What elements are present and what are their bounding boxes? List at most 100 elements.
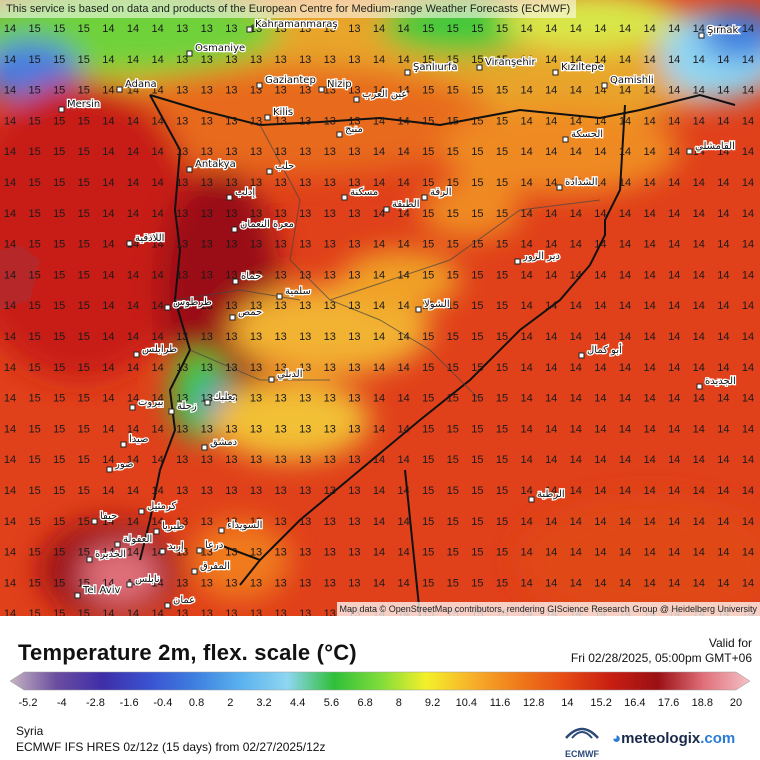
grid-value: 14 [151,393,163,405]
grid-value: 15 [471,269,483,281]
grid-value: 15 [496,485,508,497]
grid-value: 13 [225,23,237,35]
scale-tick: 10.4 [455,697,477,709]
grid-value: 14 [102,177,114,189]
grid-value: 13 [201,300,213,312]
grid-value: 15 [447,54,459,66]
grid-value: 15 [28,331,40,343]
grid-value: 14 [717,85,729,97]
grid-value: 14 [693,454,705,466]
grid-value: 14 [717,177,729,189]
grid-value: 15 [53,577,65,589]
ecmwf-disclaimer: This service is based on data and produc… [0,0,577,18]
city-label: القامشلي [695,141,735,152]
grid-value: 14 [102,454,114,466]
city-label: اللاذقية [135,233,164,244]
grid-value: 13 [225,423,237,435]
color-scale-bar [9,671,751,691]
grid-value: 14 [151,454,163,466]
grid-value: 13 [299,516,311,528]
scale-tick: -0.4 [153,697,173,709]
grid-value: 14 [4,516,16,528]
grid-value: 14 [668,54,680,66]
grid-value: 13 [324,208,336,220]
grid-value: 13 [274,23,286,35]
scale-tick: 18.8 [691,697,713,709]
grid-value: 13 [299,177,311,189]
grid-value: 15 [471,300,483,312]
grid-value: 14 [102,423,114,435]
city-marker [116,86,123,93]
grid-value: 15 [496,577,508,589]
grid-value: 13 [274,146,286,158]
grid-value: 13 [348,208,360,220]
grid-value: 13 [348,547,360,559]
grid-value: 13 [299,239,311,251]
grid-value: 15 [78,547,90,559]
grid-value: 14 [693,331,705,343]
grid-value: 14 [643,54,655,66]
meteologix-brand: meteologix [621,730,701,747]
grid-value: 13 [201,608,213,616]
grid-value: 14 [643,85,655,97]
grid-value: 14 [594,485,606,497]
city-marker [133,351,140,358]
grid-value: 14 [668,239,680,251]
city-marker [421,194,428,201]
city-label: السويداء [227,520,262,531]
grid-value: 14 [4,23,16,35]
city-marker [186,50,193,57]
city-label: Kilis [273,107,293,118]
grid-value: 14 [570,485,582,497]
city-marker [74,592,81,599]
map-attribution[interactable]: Map data © OpenStreetMap contributors, r… [336,602,760,616]
grid-value: 14 [619,208,631,220]
grid-value: 15 [28,85,40,97]
grid-value: 14 [545,454,557,466]
grid-value: 14 [742,115,754,127]
grid-value: 14 [151,208,163,220]
grid-value: 13 [324,608,336,616]
grid-value: 13 [348,239,360,251]
grid-value: 15 [496,115,508,127]
city-marker [562,136,569,143]
grid-value: 15 [422,423,434,435]
valid-label: Valid for [708,636,752,650]
grid-value: 14 [594,577,606,589]
grid-value: 13 [176,516,188,528]
city-marker [201,444,208,451]
grid-value: 15 [496,146,508,158]
grid-value: 14 [373,516,385,528]
grid-value: 13 [176,177,188,189]
city-marker [268,376,275,383]
grid-value: 14 [373,239,385,251]
grid-value: 14 [102,208,114,220]
scale-tick: 3.2 [256,697,272,709]
grid-value: 14 [570,331,582,343]
ecmwf-logo: ECMWF [560,724,604,759]
city-label: حلب [275,161,294,172]
grid-value: 14 [151,177,163,189]
grid-value: 13 [274,547,286,559]
temperature-map[interactable]: 14 14 14 14 14 14 14 14 14 14 14 14 14 14 14 14 14 14 14 14… [0,0,760,616]
grid-value: 14 [717,300,729,312]
grid-value: 14 [594,300,606,312]
meteologix-logo[interactable]: ◕meteologix.com [612,730,735,747]
grid-value: 15 [447,362,459,374]
grid-value: 14 [127,608,139,616]
grid-value: 15 [78,362,90,374]
grid-value: 14 [668,577,680,589]
grid-value: 13 [299,23,311,35]
grid-value: 14 [4,85,16,97]
grid-value: 13 [250,454,262,466]
city-label: حماة [241,271,261,282]
grid-value: 13 [225,115,237,127]
grid-value: 13 [324,300,336,312]
grid-value: 14 [520,454,532,466]
grid-value: 14 [643,146,655,158]
grid-value: 14 [102,269,114,281]
grid-value: 14 [619,393,631,405]
grid-value: 13 [299,577,311,589]
grid-value: 15 [422,54,434,66]
city-label: حيفا [100,511,117,522]
